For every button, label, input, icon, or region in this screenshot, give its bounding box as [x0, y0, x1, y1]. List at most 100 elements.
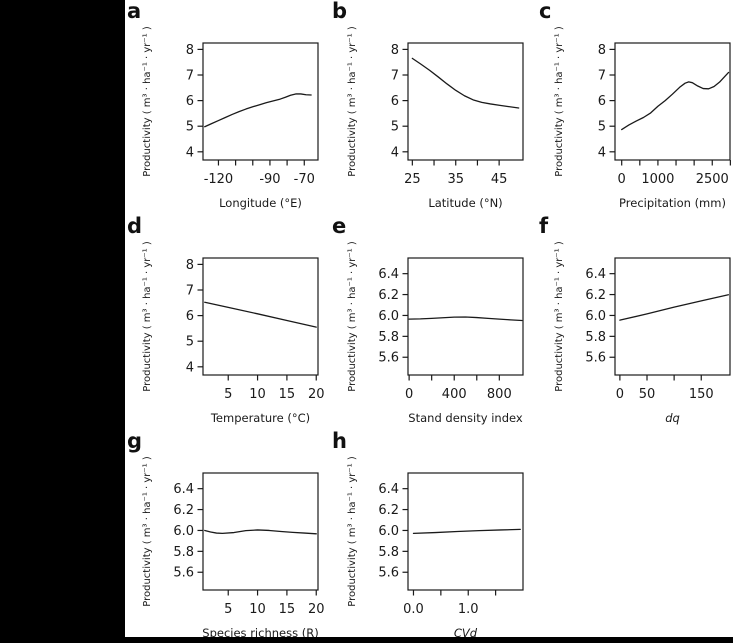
panel-letter-h: h	[332, 429, 347, 453]
x-tick-label: 5	[224, 602, 232, 617]
y-tick-label: 8	[391, 43, 399, 58]
x-axis-title-c: Precipitation (mm)	[619, 196, 726, 210]
y-tick-label: 7	[186, 69, 194, 84]
y-axis-title-g: Productivity ( m³ · ha⁻¹ · yr⁻¹ )	[142, 456, 153, 607]
y-tick-label: 5.6	[585, 351, 606, 366]
curve-f	[619, 294, 730, 321]
y-tick-label: 5.6	[378, 566, 399, 581]
y-tick-label: 6.4	[585, 267, 606, 282]
y-tick-label: 6	[391, 94, 399, 109]
y-axis-title-e: Productivity ( m³ · ha⁻¹ · yr⁻¹ )	[347, 241, 358, 392]
chart-a: Productivity ( m³ · ha⁻¹ · yr⁻¹ ) 4 5 6 7 8 -1…	[142, 26, 319, 210]
panel-b: b Productivity ( m³ · ha⁻¹ · yr⁻¹ ) 4 5 6 7 8 2…	[331, 0, 534, 213]
y-tick-label: 5.6	[378, 351, 399, 366]
curve-g	[204, 529, 317, 535]
x-tick-label: 800	[487, 387, 512, 402]
x-tick-label: 15	[279, 387, 296, 402]
plot-box-a	[202, 42, 319, 161]
y-tick-label: 7	[598, 69, 606, 84]
curve-h	[412, 528, 521, 535]
y-axis-title-h: Productivity ( m³ · ha⁻¹ · yr⁻¹ )	[347, 456, 358, 607]
y-tick-label: 6	[186, 94, 194, 109]
y-tick-label: 6.4	[378, 482, 399, 497]
chart-b: Productivity ( m³ · ha⁻¹ · yr⁻¹ ) 4567825…	[347, 26, 524, 210]
y-tick-label: 4	[186, 360, 194, 375]
y-tick-label: 6.4	[378, 267, 399, 282]
y-tick-label: 5.8	[378, 330, 399, 345]
y-tick-label: 6.2	[378, 288, 399, 303]
y-tick-label: 8	[186, 258, 194, 273]
x-tick-label: -70	[294, 172, 315, 187]
x-tick-label: 25	[404, 172, 421, 187]
panel-letter-a: a	[127, 0, 142, 23]
y-tick-label: 6.0	[585, 309, 606, 324]
plot-box-h	[407, 472, 524, 591]
y-tick-label: 5.6	[173, 566, 194, 581]
x-tick-label: 0.0	[403, 602, 424, 617]
x-tick-label: 0	[616, 387, 624, 402]
x-axis-title-d: Temperature (°C)	[210, 411, 310, 425]
x-tick-label: -120	[204, 172, 234, 187]
panel-letter-b: b	[332, 0, 348, 23]
panel-letter-e: e	[332, 214, 347, 238]
y-tick-label: 6.0	[378, 524, 399, 539]
chart-e: Productivity ( m³ · ha⁻¹ · yr⁻¹ ) 5.6 5.8 6…	[347, 241, 524, 425]
panel-letter-g: g	[127, 429, 143, 453]
y-tick-label: 6.2	[378, 503, 399, 518]
x-tick-label: 50	[639, 387, 656, 402]
x-tick-label: 45	[491, 172, 508, 187]
y-axis-title-c: Productivity ( m³ · ha⁻¹ · yr⁻¹ )	[554, 26, 565, 177]
x-tick-label: 10	[249, 602, 266, 617]
x-tick-label: 35	[447, 172, 464, 187]
x-axis-title-h: CVd	[454, 626, 478, 637]
panel-letter-f: f	[539, 214, 549, 238]
y-axis-title-f: Productivity ( m³ · ha⁻¹ · yr⁻¹ )	[554, 241, 565, 392]
y-tick-label: 6.2	[173, 503, 194, 518]
y-tick-label: 8	[598, 43, 606, 58]
panel-a: a Productivity ( m³ · ha⁻¹ · yr⁻¹ ) 4 5 6 7 8 -…	[126, 0, 329, 213]
plot-box-e	[407, 257, 524, 376]
x-tick-label: 20	[308, 602, 325, 617]
x-tick-label: 1.0	[458, 602, 479, 617]
x-tick-label: 20	[308, 387, 325, 402]
x-axis-title-e: Stand density index	[408, 411, 523, 425]
x-tick-label: 15	[279, 602, 296, 617]
x-tick-label: 0	[618, 172, 626, 187]
y-tick-label: 4	[391, 145, 399, 160]
y-tick-label: 6.0	[378, 309, 399, 324]
y-tick-label: 6.4	[173, 482, 194, 497]
x-tick-label: 0	[405, 387, 413, 402]
y-tick-label: 5.8	[378, 545, 399, 560]
x-tick-label: 150	[689, 387, 714, 402]
y-tick-label: 6.2	[585, 288, 606, 303]
curve-b	[411, 57, 520, 109]
y-axis-title-b: Productivity ( m³ · ha⁻¹ · yr⁻¹ )	[347, 26, 358, 177]
x-axis-title-b: Latitude (°N)	[428, 196, 502, 210]
x-axis-title-f: dq	[665, 411, 680, 425]
plot-box-g	[202, 472, 319, 591]
chart-c: Productivity ( m³ · ha⁻¹ · yr⁻¹ ) 4 5 6 7 8 0 1…	[554, 26, 731, 210]
plot-box-f	[614, 257, 731, 376]
y-tick-label: 4	[186, 145, 194, 160]
chart-g: Productivity ( m³ · ha⁻¹ · yr⁻¹ ) 5.6 5.8 6…	[142, 456, 325, 637]
panel-d: d Productivity ( m³ · ha⁻¹ · yr⁻¹ ) 4 5 6 7 8 5…	[126, 215, 329, 428]
y-tick-label: 6	[598, 94, 606, 109]
curve-e	[408, 316, 523, 322]
x-axis-title-a: Longitude (°E)	[219, 196, 302, 210]
panel-h: h Productivity ( m³ · ha⁻¹ · yr⁻¹ ) 5.6 5.8…	[331, 430, 534, 637]
x-tick-label: 2500	[696, 172, 729, 187]
y-tick-label: 5.8	[173, 545, 194, 560]
curve-a	[204, 93, 312, 128]
panel-f: f Productivity ( m³ · ha⁻¹ · yr⁻¹ ) 5.6 5.8…	[538, 215, 733, 428]
y-tick-label: 7	[391, 69, 399, 84]
plot-box-d	[202, 257, 319, 376]
plot-box-b	[407, 42, 524, 161]
panel-letter-d: d	[127, 214, 143, 238]
y-tick-label: 8	[186, 43, 194, 58]
y-tick-label: 6.0	[173, 524, 194, 539]
chart-h: Productivity ( m³ · ha⁻¹ · yr⁻¹ ) 5.6 5.8 6…	[347, 456, 524, 637]
y-tick-label: 5	[391, 120, 399, 135]
x-axis-title-g: Species richness (R)	[202, 626, 318, 637]
panel-c: c Productivity ( m³ · ha⁻¹ · yr⁻¹ ) 4 5 6 7 8 0…	[538, 0, 733, 213]
